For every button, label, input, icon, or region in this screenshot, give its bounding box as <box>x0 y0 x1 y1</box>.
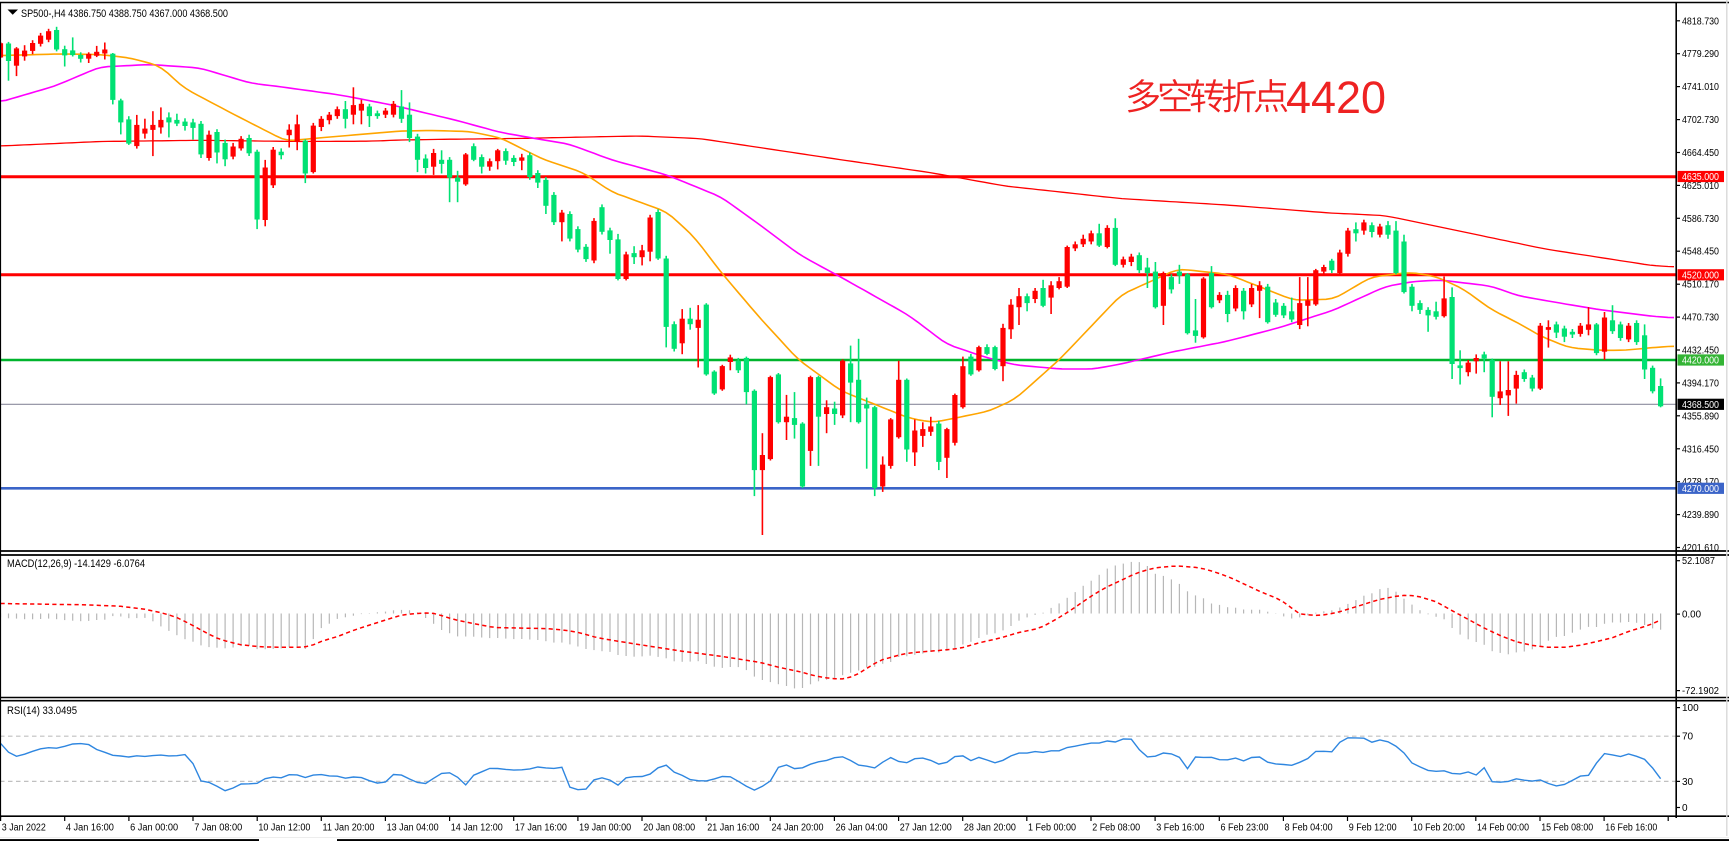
svg-text:4420: 4420 <box>1286 72 1386 123</box>
svg-text:-72.1902: -72.1902 <box>1682 686 1719 697</box>
svg-text:4818.730: 4818.730 <box>1682 16 1719 27</box>
svg-text:4470.730: 4470.730 <box>1682 313 1719 324</box>
svg-text:28 Jan 20:00: 28 Jan 20:00 <box>964 823 1016 834</box>
svg-text:4664.450: 4664.450 <box>1682 148 1719 159</box>
svg-text:4270.000: 4270.000 <box>1682 484 1719 495</box>
svg-text:24 Jan 20:00: 24 Jan 20:00 <box>772 823 824 834</box>
svg-text:4625.010: 4625.010 <box>1682 181 1719 192</box>
svg-text:4316.450: 4316.450 <box>1682 444 1719 455</box>
svg-text:4586.730: 4586.730 <box>1682 214 1719 225</box>
svg-text:1 Feb 00:00: 1 Feb 00:00 <box>1028 823 1076 834</box>
svg-text:8 Feb 04:00: 8 Feb 04:00 <box>1285 823 1333 834</box>
svg-text:4394.170: 4394.170 <box>1682 378 1719 389</box>
svg-text:4635.000: 4635.000 <box>1682 172 1719 183</box>
svg-text:0: 0 <box>1682 803 1688 814</box>
svg-text:4510.170: 4510.170 <box>1682 280 1719 291</box>
svg-text:14 Feb 00:00: 14 Feb 00:00 <box>1477 823 1529 834</box>
svg-text:10 Feb 20:00: 10 Feb 20:00 <box>1413 823 1465 834</box>
svg-text:MACD(12,26,9) -14.1429 -6.0764: MACD(12,26,9) -14.1429 -6.0764 <box>7 558 145 570</box>
svg-text:70: 70 <box>1682 732 1694 743</box>
svg-text:15 Feb 08:00: 15 Feb 08:00 <box>1541 823 1593 834</box>
svg-text:19 Jan 00:00: 19 Jan 00:00 <box>579 823 631 834</box>
svg-text:4432.450: 4432.450 <box>1682 346 1719 357</box>
svg-text:7 Jan 08:00: 7 Jan 08:00 <box>194 823 242 834</box>
svg-text:20 Jan 08:00: 20 Jan 08:00 <box>643 823 695 834</box>
svg-text:30: 30 <box>1682 777 1694 788</box>
svg-text:3 Feb 16:00: 3 Feb 16:00 <box>1156 823 1204 834</box>
svg-text:4741.010: 4741.010 <box>1682 82 1719 93</box>
svg-text:4548.450: 4548.450 <box>1682 247 1719 258</box>
svg-text:RSI(14) 33.0495: RSI(14) 33.0495 <box>7 705 77 717</box>
svg-text:17 Jan 16:00: 17 Jan 16:00 <box>515 823 567 834</box>
svg-text:4201.610: 4201.610 <box>1682 543 1719 554</box>
svg-text:4779.290: 4779.290 <box>1682 49 1719 60</box>
svg-text:13 Jan 04:00: 13 Jan 04:00 <box>387 823 439 834</box>
svg-text:14 Jan 12:00: 14 Jan 12:00 <box>451 823 503 834</box>
svg-text:6 Jan 00:00: 6 Jan 00:00 <box>130 823 178 834</box>
svg-text:27 Jan 12:00: 27 Jan 12:00 <box>900 823 952 834</box>
svg-text:SP500-,H4 4386.750 4388.750 4: SP500-,H4 4386.750 4388.750 4367.000 436… <box>21 8 228 20</box>
svg-text:26 Jan 04:00: 26 Jan 04:00 <box>836 823 888 834</box>
svg-text:4355.890: 4355.890 <box>1682 411 1719 422</box>
svg-text:10 Jan 12:00: 10 Jan 12:00 <box>258 823 310 834</box>
svg-text:9 Feb 12:00: 9 Feb 12:00 <box>1349 823 1397 834</box>
svg-text:100: 100 <box>1682 703 1699 714</box>
svg-text:6 Feb 23:00: 6 Feb 23:00 <box>1221 823 1269 834</box>
svg-text:4 Jan 16:00: 4 Jan 16:00 <box>66 823 114 834</box>
svg-text:21 Jan 16:00: 21 Jan 16:00 <box>707 823 759 834</box>
svg-text:2 Feb 08:00: 2 Feb 08:00 <box>1092 823 1140 834</box>
svg-text:4702.730: 4702.730 <box>1682 115 1719 126</box>
svg-text:4520.000: 4520.000 <box>1682 270 1719 281</box>
svg-text:4239.890: 4239.890 <box>1682 510 1719 521</box>
svg-text:52.1087: 52.1087 <box>1682 556 1715 567</box>
svg-text:11 Jan 20:00: 11 Jan 20:00 <box>323 823 375 834</box>
svg-text:0.00: 0.00 <box>1682 610 1701 621</box>
svg-text:3 Jan 2022: 3 Jan 2022 <box>2 823 46 834</box>
svg-text:4420.000: 4420.000 <box>1682 356 1719 367</box>
svg-text:16 Feb 16:00: 16 Feb 16:00 <box>1605 823 1657 834</box>
svg-text:4368.500: 4368.500 <box>1682 400 1719 411</box>
